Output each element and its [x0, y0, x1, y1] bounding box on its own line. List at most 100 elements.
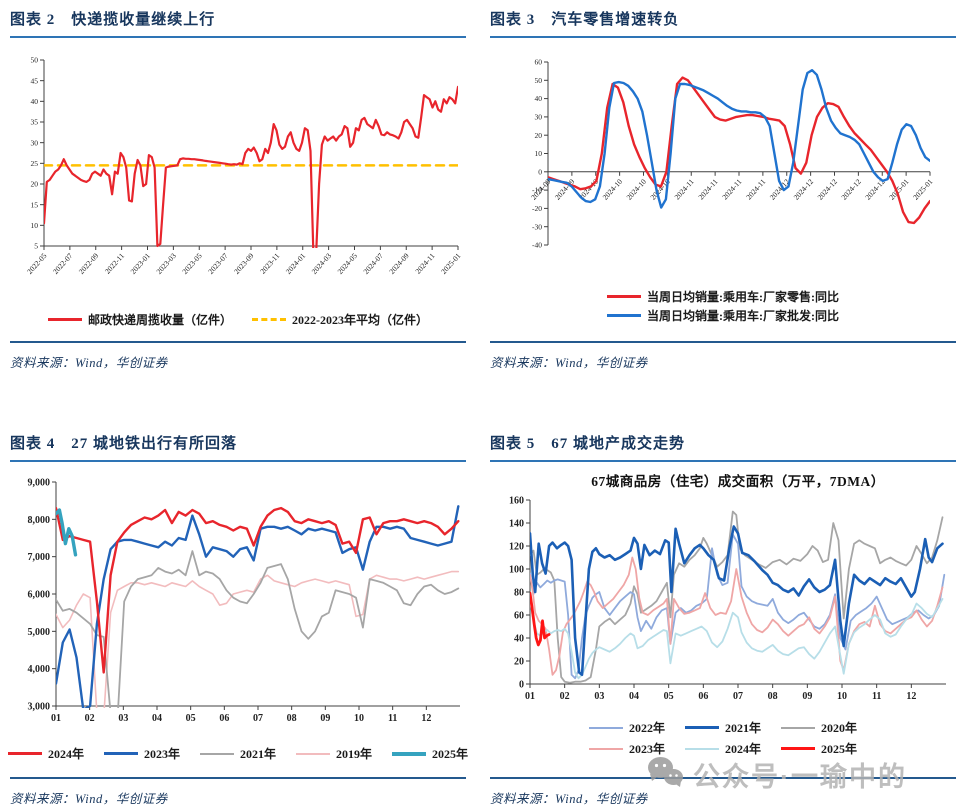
legend-item: 邮政快递周揽收量（亿件） [47, 311, 232, 328]
svg-text:100: 100 [509, 565, 524, 576]
chart-canvas: 3,000 4,000 5,000 6,000 7,000 8,000 9,000 01 02 0… [28, 478, 460, 724]
legend-label: 2025年 [821, 742, 858, 756]
svg-text:2023-01: 2023-01 [129, 251, 153, 276]
svg-text:-40: -40 [532, 241, 542, 250]
svg-text:5,000: 5,000 [28, 627, 51, 638]
svg-text:40: 40 [514, 634, 524, 645]
svg-text:2023-09: 2023-09 [232, 251, 256, 276]
title-rule [10, 36, 466, 38]
legend-label: 2024年 [724, 742, 761, 756]
svg-text:2022-05: 2022-05 [25, 251, 49, 276]
legend-label: 邮政快递周揽收量（亿件） [87, 313, 232, 327]
figure-2-express-delivery: 图表 2 快递揽收量继续上行 5 10 15 20 25 30 35 40 45 50 2022-0… [10, 8, 466, 380]
svg-text:10: 10 [354, 713, 364, 724]
legend-item: 2022年 [588, 719, 665, 736]
svg-text:12: 12 [906, 691, 916, 702]
legend-label: 当周日均销量:乘用车:厂家零售:同比 [647, 290, 839, 304]
svg-text:08: 08 [287, 713, 297, 724]
svg-text:160: 160 [509, 496, 524, 507]
title-rule [490, 460, 956, 462]
figure-3-auto-retail: 图表 3 汽车零售增速转负 -40 -30 -20 -10 0 10 20 30 40 50 60 2… [490, 8, 956, 380]
legend-swatch [103, 752, 138, 755]
svg-text:04: 04 [152, 713, 162, 724]
svg-text:2024-09: 2024-09 [387, 251, 411, 276]
legend-item: 2021年 [200, 745, 276, 762]
svg-text:11: 11 [872, 691, 881, 702]
source-text: 资料来源：Wind，华创证券 [490, 356, 648, 370]
legend-swatch [588, 726, 623, 729]
svg-text:35: 35 [31, 118, 39, 127]
svg-text:11: 11 [388, 713, 397, 724]
legend-swatch [252, 318, 286, 321]
svg-text:40: 40 [535, 94, 543, 103]
legend-label: 2022-2023年平均（亿件） [292, 313, 428, 327]
svg-text:20: 20 [31, 180, 39, 189]
svg-text:09: 09 [320, 713, 330, 724]
svg-text:2024-12: 2024-12 [839, 177, 863, 202]
legend-swatch [781, 747, 815, 750]
svg-text:2024-03: 2024-03 [310, 251, 334, 276]
svg-text:01: 01 [525, 691, 535, 702]
figure-title: 图表 2 快递揽收量继续上行 [10, 12, 216, 28]
svg-text:9,000: 9,000 [28, 478, 51, 489]
svg-text:02: 02 [560, 691, 570, 702]
svg-text:07: 07 [733, 691, 743, 702]
svg-text:2024-11: 2024-11 [744, 177, 767, 202]
svg-text:2024-11: 2024-11 [696, 177, 719, 202]
svg-text:6,000: 6,000 [28, 590, 51, 601]
svg-text:2024-10: 2024-10 [625, 177, 649, 202]
chart-legend: 邮政快递周揽收量（亿件） 2022-2023年平均（亿件） [10, 309, 466, 330]
figure-title: 图表 3 汽车零售增速转负 [490, 12, 680, 28]
svg-text:3,000: 3,000 [28, 702, 51, 713]
legend-row: 当周日均销量:乘用车:厂家批发:同比 [607, 307, 839, 324]
legend-row: 当周日均销量:乘用车:厂家零售:同比 [607, 288, 839, 305]
svg-text:0: 0 [538, 167, 542, 176]
express-delivery-chart: 5 10 15 20 25 30 35 40 45 50 2022-05 2022-07 2022-09… [10, 50, 466, 307]
svg-text:45: 45 [31, 76, 39, 85]
svg-text:4,000: 4,000 [28, 664, 51, 675]
legend-swatch [47, 318, 82, 321]
legend-row: 邮政快递周揽收量（亿件） 2022-2023年平均（亿件） [47, 311, 428, 328]
legend-swatch [607, 295, 641, 298]
svg-text:30: 30 [31, 138, 39, 147]
legend-label: 2023年 [628, 742, 665, 756]
figure-title: 图表 5 67 城地产成交走势 [490, 436, 686, 452]
svg-text:20: 20 [514, 657, 524, 668]
source-rule [10, 341, 466, 343]
svg-text:15: 15 [31, 200, 39, 209]
source-text: 资料来源：Wind，华创证券 [490, 792, 648, 806]
figure-5-property: 图表 5 67 城地产成交走势 67城商品房（住宅）成交面积（万平，7DMA） … [490, 432, 956, 807]
svg-text:2022-09: 2022-09 [77, 251, 101, 276]
svg-text:04: 04 [629, 691, 639, 702]
svg-text:8,000: 8,000 [28, 515, 51, 526]
figure-4-subway: 图表 4 27 城地铁出行有所回落 3,000 4,000 5,000 6,000 7,… [7, 432, 468, 807]
chart-canvas: 5 10 15 20 25 30 35 40 45 50 2022-05 2022-07 2022-09… [25, 56, 463, 276]
svg-text:2024-05: 2024-05 [336, 251, 360, 276]
legend-label: 2019年 [336, 747, 373, 761]
svg-text:09: 09 [802, 691, 812, 702]
svg-text:12: 12 [421, 713, 431, 724]
source-text: 资料来源：Wind，华创证券 [10, 356, 168, 370]
svg-text:-10: -10 [532, 186, 542, 195]
legend-swatch [588, 747, 623, 750]
svg-text:30: 30 [535, 113, 543, 122]
svg-text:25: 25 [31, 159, 39, 168]
legend-item: 2025年 [781, 740, 857, 757]
legend-label: 2020年 [821, 721, 858, 735]
svg-text:2022-07: 2022-07 [51, 251, 75, 276]
svg-text:50: 50 [31, 56, 39, 65]
svg-text:2024-01: 2024-01 [284, 251, 308, 276]
title-rule [10, 460, 466, 462]
legend-swatch [296, 752, 331, 755]
legend-item: 2023年 [103, 745, 180, 762]
legend-item: 2022-2023年平均（亿件） [252, 311, 428, 328]
source-block: 资料来源：Wind，华创证券 [490, 777, 956, 807]
svg-text:7,000: 7,000 [28, 552, 51, 563]
svg-text:2024-10: 2024-10 [601, 177, 625, 202]
svg-text:2024-11: 2024-11 [413, 251, 436, 276]
legend-item: 2021年 [684, 719, 761, 736]
svg-text:60: 60 [514, 611, 524, 622]
chart-legend: 2024年 2023年 2021年 2019年 2025年 [7, 743, 468, 764]
svg-text:2024-11: 2024-11 [672, 177, 695, 202]
